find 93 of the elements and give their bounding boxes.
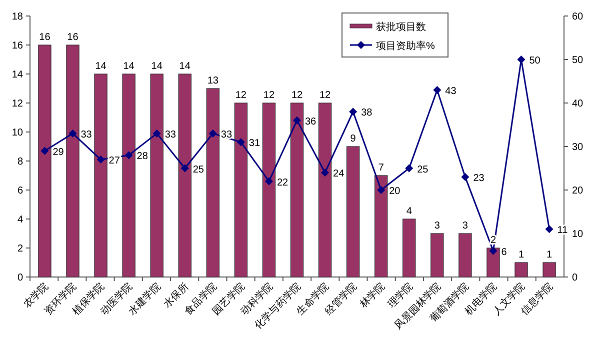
data-label: 33 <box>80 129 92 140</box>
data-label: 12 <box>319 90 332 101</box>
data-label: 38 <box>361 108 373 119</box>
data-label: 14 <box>95 61 107 72</box>
bar <box>346 146 360 278</box>
y2-tick-label: 20 <box>572 186 584 196</box>
point <box>68 129 77 138</box>
bar <box>542 262 556 278</box>
bar <box>178 74 192 278</box>
data-label: 6 <box>501 246 508 258</box>
bar <box>66 44 80 278</box>
y-tick-label: 4 <box>17 214 24 226</box>
y-tick-label: 12 <box>12 98 24 110</box>
data-label: 14 <box>151 61 163 72</box>
point <box>236 138 245 146</box>
point <box>405 164 414 172</box>
y2-tick-label: 40 <box>572 98 584 110</box>
data-label: 27 <box>108 156 120 167</box>
data-label: 3 <box>462 220 468 232</box>
bar <box>402 218 416 278</box>
y2-tick-label: 0 <box>572 272 578 284</box>
point <box>321 168 330 177</box>
y-tick-label: 6 <box>17 186 24 196</box>
bar <box>234 102 248 278</box>
data-label: 28 <box>136 151 148 162</box>
data-label: 25 <box>192 164 204 176</box>
data-label: 12 <box>263 90 275 101</box>
bar <box>486 248 500 278</box>
y2-tick-label: 10 <box>572 229 584 240</box>
data-label: 9 <box>350 134 356 144</box>
data-label: 12 <box>235 90 247 101</box>
point <box>40 146 49 155</box>
data-label: 20 <box>389 186 401 197</box>
data-label: 13 <box>207 76 219 86</box>
y-tick-label: 14 <box>12 70 24 80</box>
point <box>461 172 470 181</box>
point <box>124 151 133 160</box>
data-label: 29 <box>52 146 64 158</box>
data-label: 25 <box>417 164 429 176</box>
point <box>433 86 442 94</box>
data-label: 22 <box>276 177 289 188</box>
bar <box>94 74 108 278</box>
point <box>208 129 217 138</box>
bar <box>458 233 472 278</box>
point <box>180 164 189 172</box>
bar <box>38 44 52 278</box>
data-label: 14 <box>179 61 191 72</box>
point <box>96 156 105 164</box>
data-label: 16 <box>39 32 51 43</box>
y-tick-label: 0 <box>17 272 24 284</box>
y2-tick-label: 50 <box>572 55 584 66</box>
point <box>152 129 161 138</box>
point <box>489 246 498 255</box>
data-label: 1 <box>546 250 552 260</box>
legend-label: 项目资助率% <box>376 40 435 52</box>
bar <box>514 262 528 278</box>
point <box>517 56 526 64</box>
point <box>377 186 386 194</box>
data-label: 50 <box>529 56 541 66</box>
data-label: 1 <box>518 250 524 260</box>
point <box>293 116 301 124</box>
y-tick-label: 16 <box>12 40 24 52</box>
bar <box>262 102 276 278</box>
point <box>349 108 358 116</box>
data-label: 3 <box>434 220 440 232</box>
y2-tick-label: 30 <box>572 142 584 153</box>
bar <box>318 102 332 278</box>
point <box>545 225 554 234</box>
data-label: 7 <box>378 162 384 174</box>
bar <box>290 102 304 278</box>
point <box>264 177 273 186</box>
bar <box>206 88 220 278</box>
y-tick-label: 18 <box>12 12 24 22</box>
y-tick-label: 8 <box>17 156 24 168</box>
y-tick-label: 10 <box>12 128 24 138</box>
data-label: 43 <box>445 86 457 97</box>
x-tick-label: 林学院 <box>356 280 388 312</box>
bar <box>374 175 388 278</box>
data-label: 31 <box>248 138 260 150</box>
y2-tick-label: 60 <box>572 12 584 22</box>
bar <box>122 74 136 278</box>
bar <box>430 233 444 278</box>
data-label: 16 <box>67 32 79 43</box>
y-tick-label: 2 <box>17 244 24 254</box>
data-label: 36 <box>305 116 317 128</box>
data-label: 23 <box>473 172 485 184</box>
data-label: 12 <box>291 90 303 101</box>
bar <box>150 74 164 278</box>
data-label: 14 <box>123 61 135 72</box>
data-label: 33 <box>164 129 176 140</box>
data-label: 4 <box>406 206 412 217</box>
legend-label: 获批项目数 <box>376 21 426 33</box>
data-label: 24 <box>333 168 345 180</box>
